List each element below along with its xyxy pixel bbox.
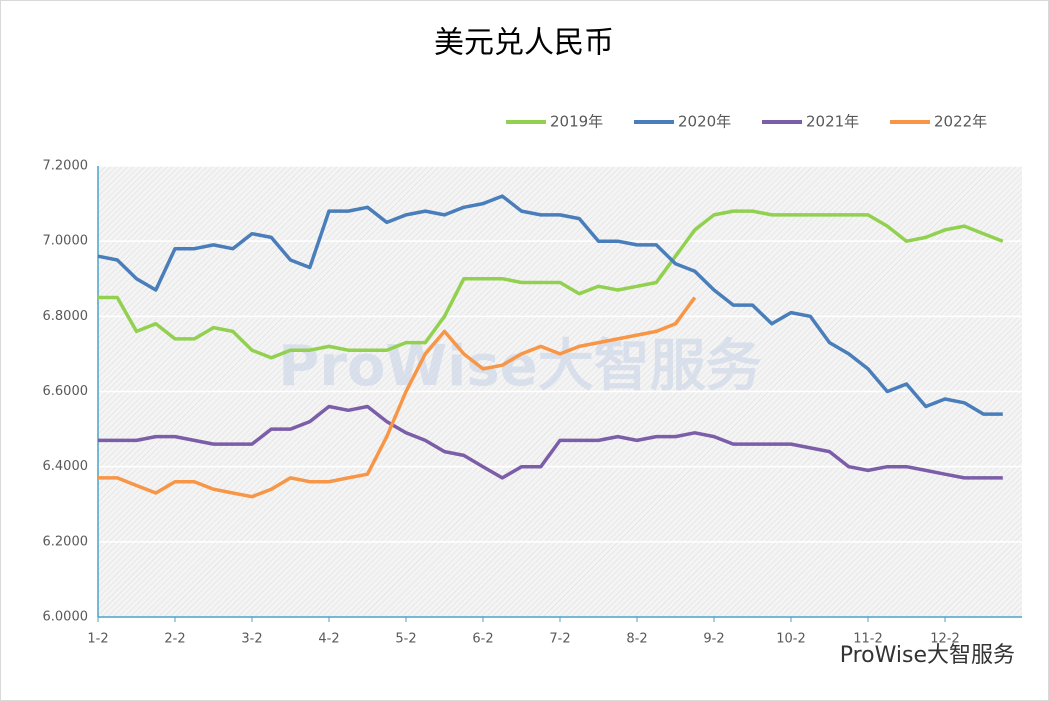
x-tick-label: 10-2 [776, 632, 806, 647]
legend-label: 2021年 [806, 113, 859, 131]
x-tick-label: 12-2 [930, 632, 960, 647]
series-line [98, 296, 697, 499]
y-tick-label: 6.6000 [43, 384, 89, 399]
x-tick-label: 1-2 [87, 632, 108, 647]
y-tick-label: 7.0000 [43, 234, 89, 249]
x-tick-label: 9-2 [703, 632, 724, 647]
y-tick-label: 6.2000 [43, 534, 89, 549]
series-line [98, 404, 1003, 480]
legend-label: 2019年 [550, 113, 603, 131]
x-tick-label: 3-2 [241, 632, 262, 647]
footer: ProWise大智服务 [840, 643, 1015, 668]
x-tick-label: 2-2 [164, 632, 185, 647]
chart-title: 美元兑人民币 [434, 26, 614, 61]
x-tick-label: 6-2 [472, 632, 493, 647]
x-tick-label: 7-2 [549, 632, 570, 647]
series-line [97, 194, 1003, 416]
legend-label: 2022年 [934, 113, 987, 131]
x-tick-label: 5-2 [395, 632, 416, 647]
watermark: ProWise大智服务 [278, 334, 761, 399]
x-tick-label: 8-2 [626, 632, 647, 647]
x-tick-label: 11-2 [853, 632, 883, 647]
y-tick-label: 7.2000 [43, 159, 89, 174]
x-tick-label: 4-2 [318, 632, 339, 647]
y-tick-label: 6.8000 [43, 309, 89, 324]
y-tick-label: 6.4000 [43, 459, 89, 474]
y-tick-label: 6.0000 [43, 610, 89, 625]
series-line [98, 209, 1004, 360]
legend-label: 2020年 [678, 113, 731, 131]
